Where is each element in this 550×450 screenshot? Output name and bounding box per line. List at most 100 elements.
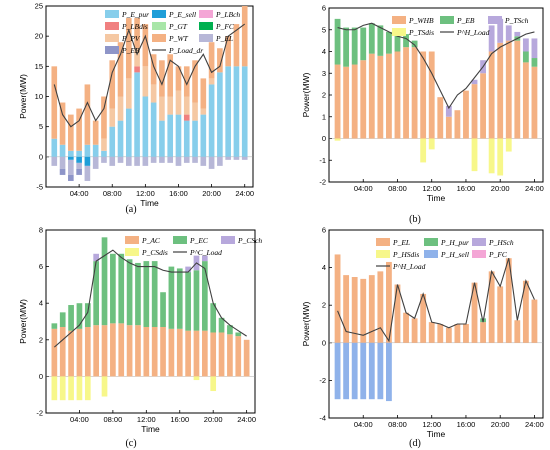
- bar: [76, 150, 82, 157]
- legend-swatch: [472, 250, 486, 258]
- legend-label: P^H_Load: [392, 262, 426, 271]
- bar: [168, 266, 175, 329]
- bar: [76, 162, 82, 169]
- bar: [411, 318, 418, 343]
- bar: [175, 66, 182, 91]
- bar: [68, 305, 74, 331]
- legend-swatch: [152, 34, 166, 42]
- bar: [125, 108, 132, 157]
- bar: [109, 60, 116, 109]
- series-P_CSdis: [51, 376, 217, 401]
- legend-label: P_E_pur: [121, 10, 149, 19]
- legend-swatch: [105, 22, 119, 30]
- bar: [84, 376, 91, 401]
- bar: [76, 108, 82, 151]
- legend-swatch: [392, 28, 406, 36]
- y-tick-label: 1: [322, 112, 326, 121]
- bar: [143, 326, 150, 377]
- bar: [210, 303, 217, 333]
- chart-panel-1: -5 0 5 10 15 20 25 04:00 08:00 12:00 16:00 20:00 24:…: [18, 2, 254, 216]
- bar: [497, 138, 504, 176]
- x-tick-label: 16:00: [169, 189, 188, 198]
- series-P_WT: [51, 6, 248, 151]
- bar: [117, 156, 124, 163]
- panel-label: (a): [125, 204, 136, 215]
- bar: [76, 376, 83, 401]
- bar: [193, 376, 200, 381]
- y-tick-label: 8: [39, 226, 43, 235]
- x-tick-label: 24:00: [235, 189, 254, 198]
- legend: P_AC P_EC P_CSch P_CSdis P^C_Load: [125, 236, 262, 257]
- bar: [394, 51, 401, 139]
- bar: [235, 332, 242, 337]
- y-tick-label: 6: [39, 262, 43, 271]
- bar: [411, 47, 418, 139]
- bar: [360, 60, 367, 139]
- bar: [505, 25, 512, 41]
- bar: [68, 150, 74, 157]
- bar: [420, 51, 427, 139]
- bar: [51, 323, 58, 329]
- x-tick-label: 08:00: [103, 189, 122, 198]
- y-tick-label: 10: [35, 92, 43, 101]
- bar: [394, 284, 401, 343]
- bar: [505, 40, 512, 139]
- bar: [68, 159, 74, 175]
- bar: [351, 27, 358, 65]
- bar: [117, 120, 124, 157]
- bar: [471, 282, 478, 343]
- bar: [360, 342, 367, 400]
- bar: [51, 156, 58, 166]
- series-P_LBdis: [134, 66, 190, 121]
- bar: [183, 96, 190, 115]
- y-tick-label: -2: [319, 178, 326, 187]
- bar: [227, 325, 233, 335]
- bar: [386, 53, 392, 139]
- y-axis-label: Power(MW): [18, 299, 28, 344]
- bar: [167, 114, 174, 157]
- legend-swatch: [440, 16, 454, 24]
- bar: [497, 42, 504, 139]
- chart-panel-3: -2 0 2 4 6 8 04:00 08:00 12:00 16:00 20:00 24:00 Tim…: [18, 226, 262, 450]
- bar: [217, 72, 223, 157]
- bar: [118, 253, 125, 324]
- bar: [360, 27, 367, 61]
- legend-swatch: [199, 22, 213, 30]
- bar: [445, 116, 452, 139]
- y-tick-label: -4: [319, 414, 326, 423]
- bar: [167, 96, 174, 115]
- bar: [334, 138, 341, 141]
- bar: [192, 156, 198, 163]
- bar: [101, 96, 107, 139]
- legend-label: P_GT: [168, 22, 188, 31]
- legend-swatch: [152, 10, 166, 18]
- bar: [134, 66, 140, 73]
- series-line-P^H_Load: [337, 258, 535, 343]
- y-tick-label: -1: [319, 156, 326, 165]
- legend: P_WHB P_EB P_TSch P_TSdis P^H_Load: [392, 16, 529, 37]
- bar: [334, 342, 341, 400]
- bar: [150, 102, 157, 157]
- legend-swatch: [376, 238, 390, 246]
- legend-swatch: [199, 34, 213, 42]
- x-tick-label: 08:00: [388, 184, 407, 193]
- bar: [201, 330, 208, 377]
- legend-swatch: [105, 10, 119, 18]
- bar: [368, 275, 375, 343]
- legend-label: P_WT: [168, 34, 189, 43]
- y-tick-label: 0: [322, 134, 326, 143]
- legend-label: P_PV: [121, 34, 141, 43]
- bar: [368, 53, 375, 139]
- bar: [351, 64, 358, 139]
- bar: [233, 66, 240, 157]
- bar: [118, 323, 125, 377]
- legend-swatch: [152, 22, 166, 30]
- x-tick-label: 16:00: [170, 415, 189, 424]
- bar: [59, 312, 66, 327]
- bar: [59, 326, 66, 377]
- bar: [200, 78, 207, 109]
- bar: [471, 84, 478, 139]
- bar: [233, 24, 240, 67]
- bar: [343, 66, 350, 139]
- series-P_E_sell: [68, 156, 91, 166]
